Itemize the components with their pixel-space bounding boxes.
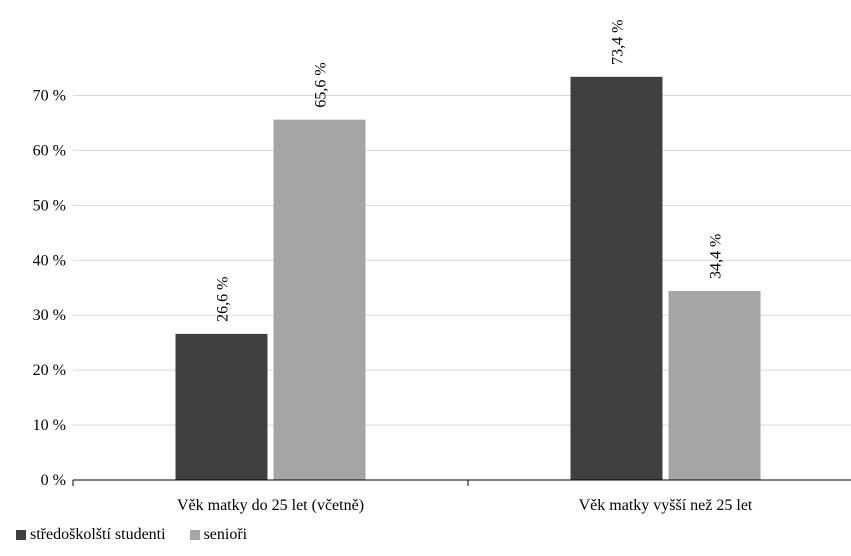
data-label: 65,6 % bbox=[313, 62, 330, 107]
bar bbox=[175, 333, 268, 480]
legend-swatch bbox=[189, 530, 200, 540]
x-category-label: Věk matky vyšší než 25 let bbox=[579, 497, 753, 514]
y-tick-label: 20 % bbox=[33, 362, 66, 379]
y-tick-label: 50 % bbox=[33, 197, 66, 214]
y-tick-label: 40 % bbox=[33, 252, 66, 269]
legend-swatch bbox=[16, 530, 26, 540]
y-tick-label: 30 % bbox=[33, 307, 66, 324]
bar bbox=[668, 291, 761, 480]
bar bbox=[273, 119, 366, 480]
bar bbox=[570, 76, 663, 481]
bars bbox=[175, 76, 761, 481]
legend-label: středoškolští studenti bbox=[30, 526, 166, 543]
legend: středoškolští studenti senioři bbox=[16, 526, 271, 544]
y-tick-label: 70 % bbox=[33, 88, 66, 105]
y-tick-label: 0 % bbox=[41, 472, 66, 489]
data-labels: 26,6 % 65,6 % 73,4 % 34,4 % bbox=[215, 19, 725, 321]
legend-item-series-1: senioři bbox=[189, 526, 248, 544]
legend-item-series-0: středoškolští studenti bbox=[16, 526, 166, 544]
x-axis: Věk matky do 25 let (včetně) Věk matky vy… bbox=[72, 479, 851, 514]
y-axis-ticks: 0 % 10 % 20 % 30 % 40 % 50 % 60 % 70 % bbox=[33, 88, 66, 490]
x-category-label: Věk matky do 25 let (včetně) bbox=[177, 497, 364, 514]
legend-label: senioři bbox=[203, 526, 248, 543]
data-label: 34,4 % bbox=[708, 234, 725, 279]
y-tick-label: 60 % bbox=[33, 142, 66, 159]
y-tick-label: 10 % bbox=[33, 417, 66, 434]
data-label: 26,6 % bbox=[215, 277, 232, 322]
data-label: 73,4 % bbox=[610, 19, 627, 64]
